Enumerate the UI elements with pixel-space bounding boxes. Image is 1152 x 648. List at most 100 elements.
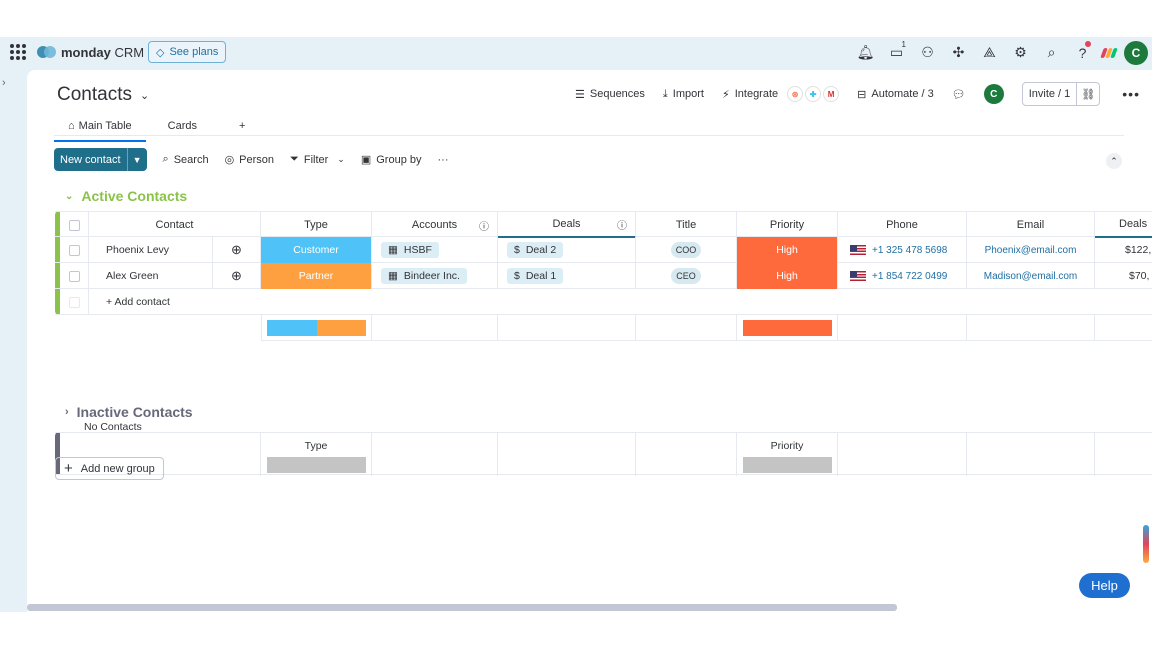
help-question-icon[interactable]: ? — [1067, 37, 1098, 68]
email-cell[interactable]: Phoenix@email.com — [967, 237, 1095, 263]
deals-info-icon[interactable]: ⓘ — [617, 220, 627, 232]
sidebar-expand-chevron-icon[interactable]: › — [2, 77, 6, 89]
contact-name-cell[interactable]: Alex Green — [89, 263, 213, 289]
monday-logo[interactable]: monday CRM — [37, 44, 144, 60]
deal-cell[interactable]: $ Deal 2 — [498, 237, 636, 263]
add-contact-cell[interactable]: + Add contact — [89, 289, 1152, 315]
inactive-email-cell — [967, 433, 1095, 476]
add-update-icon[interactable]: ⊕ — [231, 268, 242, 283]
deal-chip[interactable]: $ Deal 2 — [507, 242, 564, 258]
more-options-icon[interactable]: ••• — [1122, 86, 1140, 102]
search-icon[interactable]: ⌕ — [1047, 44, 1056, 60]
side-widget-handle[interactable] — [1143, 525, 1149, 563]
settings-gear-icon[interactable]: ⚙ — [1014, 44, 1027, 60]
column-header-email[interactable]: Email — [967, 212, 1095, 238]
email-link[interactable]: Phoenix@email.com — [984, 244, 1077, 256]
notifications-bell-icon[interactable]: 🔔︎ — [856, 44, 875, 60]
email-cell[interactable]: Madison@email.com — [967, 263, 1095, 289]
email-link[interactable]: Madison@email.com — [983, 270, 1078, 282]
add-update-cell[interactable]: ⊕ — [213, 263, 261, 289]
tab-cards[interactable]: Cards — [146, 116, 211, 136]
column-header-type[interactable]: Type — [261, 212, 372, 238]
sequences-button[interactable]: ☰ Sequences — [575, 88, 645, 101]
inactive-type-cell[interactable]: Type — [261, 433, 372, 476]
row-checkbox[interactable] — [68, 244, 80, 256]
column-header-deals-value[interactable]: Deals — [1095, 212, 1152, 238]
deal-chip[interactable]: $ Deal 1 — [507, 268, 564, 284]
apps-grid-icon[interactable] — [10, 44, 26, 60]
account-chip[interactable]: ▦ HSBF — [381, 242, 439, 258]
priority-status-label: High — [737, 237, 837, 263]
account-cell[interactable]: ▦ HSBF — [372, 237, 498, 263]
invite-button[interactable]: Invite / 1 — [1023, 83, 1078, 105]
table-row[interactable]: Phoenix Levy ⊕ Customer ▦ HSBF $ Deal 2 CO… — [55, 237, 1152, 263]
board-header-actions: ☰ Sequences ⤓ Import ⚡︎ Integrate ⊛ ✚ M … — [575, 82, 1152, 106]
deal-cell[interactable]: $ Deal 1 — [498, 263, 636, 289]
collapse-header-chevron-up-icon[interactable]: ⌃ — [1106, 153, 1122, 169]
group-title-active[interactable]: ⌄ Active Contacts — [65, 188, 187, 204]
user-avatar[interactable]: C — [1124, 40, 1148, 65]
priority-status-cell[interactable]: High — [737, 237, 838, 263]
new-contact-button[interactable]: New contact ▼ — [54, 148, 147, 171]
phone-number[interactable]: +1 325 478 5698 — [872, 244, 948, 256]
group-title-inactive[interactable]: › Inactive Contacts — [65, 404, 193, 420]
column-header-title[interactable]: Title — [636, 212, 737, 238]
contact-name-cell[interactable]: Phoenix Levy — [89, 237, 213, 263]
see-plans-button[interactable]: ◇ See plans — [148, 41, 227, 63]
invite-members-icon[interactable]: ⚇ — [921, 44, 934, 60]
type-summary-cell[interactable] — [261, 315, 372, 341]
inbox-icon[interactable]: ▭ 1 — [889, 40, 906, 60]
priority-status-cell[interactable]: High — [737, 263, 838, 289]
deal-value-cell[interactable]: $122, — [1095, 237, 1152, 263]
account-chip[interactable]: ▦ Bindeer Inc. — [381, 268, 467, 284]
column-header-accounts[interactable]: Accounts ⓘ — [372, 212, 498, 238]
table-row[interactable]: Alex Green ⊕ Partner ▦ Bindeer Inc. $ Deal… — [55, 263, 1152, 289]
type-status-cell[interactable]: Partner — [261, 263, 372, 289]
add-contact-row[interactable]: + Add contact — [55, 289, 1152, 315]
tab-main-table[interactable]: ⌂ Main Table — [54, 116, 146, 142]
phone-number[interactable]: +1 854 722 0499 — [872, 270, 948, 282]
title-cell[interactable]: COO — [636, 237, 737, 263]
column-header-contact[interactable]: Contact — [89, 212, 261, 238]
add-update-cell[interactable]: ⊕ — [213, 237, 261, 263]
group-collapse-chevron-icon[interactable]: ⌄ — [65, 190, 74, 202]
column-header-priority-label: Priority — [769, 219, 805, 231]
accounts-info-icon[interactable]: ⓘ — [479, 221, 489, 233]
inactive-priority-cell[interactable]: Priority — [737, 433, 838, 476]
tabs-divider — [54, 135, 1124, 136]
toolbar-more-icon[interactable]: ··· — [437, 153, 449, 166]
search-button[interactable]: ⌕ Search — [163, 153, 209, 166]
column-header-phone[interactable]: Phone — [838, 212, 967, 238]
updates-chat-icon[interactable]: 💬︎ — [951, 88, 966, 101]
priority-summary-cell[interactable] — [737, 315, 838, 341]
person-filter-button[interactable]: ◎ Person — [225, 153, 274, 167]
automate-button[interactable]: ⊟ Automate / 3 — [857, 88, 934, 101]
board-member-avatar[interactable]: C — [983, 84, 1004, 104]
horizontal-scrollbar[interactable] — [27, 604, 897, 611]
column-header-priority[interactable]: Priority — [737, 212, 838, 238]
page-title[interactable]: Contacts ⌄ — [57, 84, 149, 106]
title-cell[interactable]: CEO — [636, 263, 737, 289]
import-button[interactable]: ⤓ Import — [663, 88, 704, 101]
row-checkbox[interactable] — [68, 270, 80, 282]
column-header-deals[interactable]: Deals ⓘ — [498, 212, 636, 238]
integrate-button[interactable]: ⚡︎ Integrate ⊛ ✚ M — [722, 86, 840, 102]
filter-button[interactable]: ⏷ Filter ⌄ — [290, 153, 345, 166]
deal-value-cell[interactable]: $70, — [1095, 263, 1152, 289]
phone-cell[interactable]: +1 854 722 0499 — [838, 263, 967, 289]
new-contact-dropdown-chevron-icon[interactable]: ▼ — [126, 148, 147, 171]
type-status-cell[interactable]: Customer — [261, 237, 372, 263]
integrations-icon[interactable]: ⟁ — [983, 44, 996, 60]
group-expand-chevron-icon[interactable]: › — [65, 406, 69, 418]
apps-puzzle-icon[interactable]: ✣ — [952, 44, 965, 60]
monday-product-switcher-icon[interactable] — [1098, 37, 1120, 68]
account-cell[interactable]: ▦ Bindeer Inc. — [372, 263, 498, 289]
group-by-button[interactable]: ▣ Group by — [361, 153, 422, 167]
select-all-checkbox[interactable] — [68, 219, 80, 231]
add-view-button[interactable]: + — [211, 116, 259, 136]
copy-link-icon[interactable]: ⛓ — [1081, 88, 1096, 101]
add-new-group-button[interactable]: + Add new group — [55, 457, 164, 480]
help-button[interactable]: Help — [1079, 573, 1130, 598]
add-update-icon[interactable]: ⊕ — [231, 242, 242, 257]
phone-cell[interactable]: +1 325 478 5698 — [838, 237, 967, 263]
